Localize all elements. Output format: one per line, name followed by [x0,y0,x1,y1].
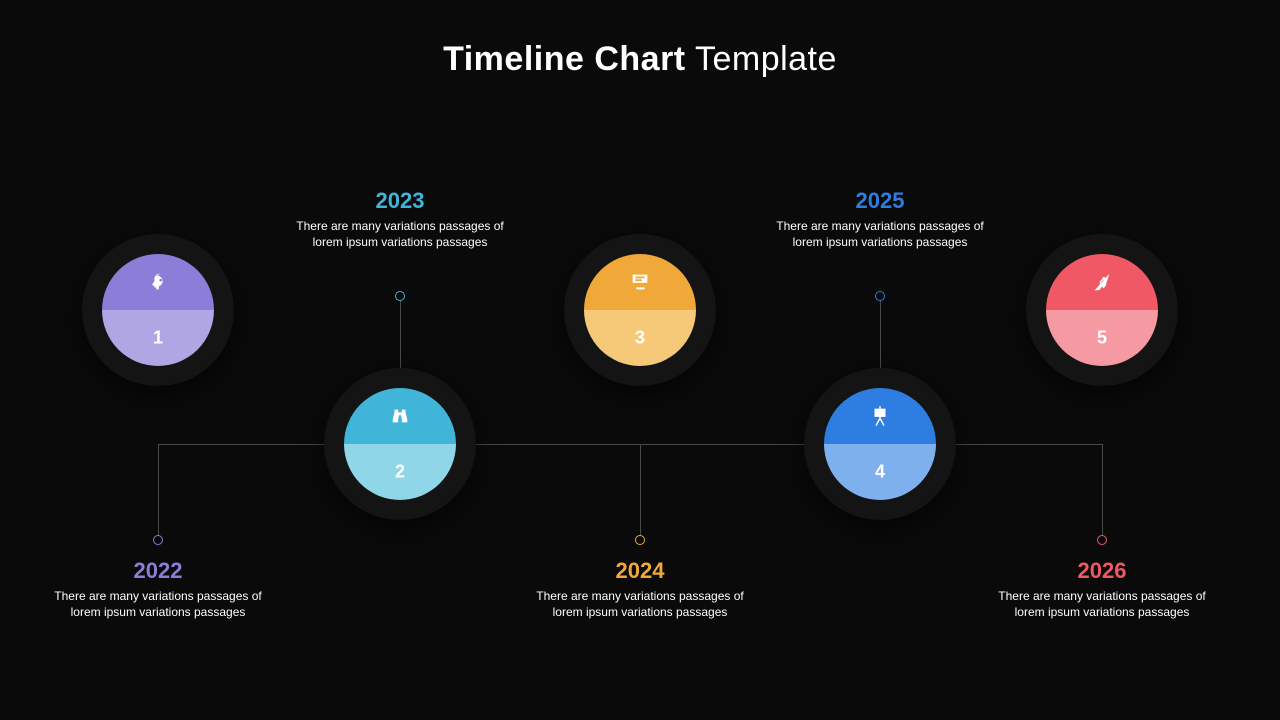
milestone-number: 2 [395,462,405,483]
milestone-number: 1 [153,328,163,349]
milestone-year: 2022 [48,558,268,584]
milestone-desc: There are many variations passages of lo… [530,588,750,620]
presentation-icon [629,271,651,293]
milestone-desc: There are many variations passages of lo… [992,588,1212,620]
connector-dot [875,291,885,301]
milestone-year: 2026 [992,558,1212,584]
milestone-number: 5 [1097,328,1107,349]
milestone-text: 2022 There are many variations passages … [48,558,268,620]
milestone-text: 2025 There are many variations passages … [770,188,990,250]
milestone-disc: 2 [344,388,456,500]
head-icon [147,271,169,293]
binoculars-icon [389,405,411,427]
milestone-text: 2026 There are many variations passages … [992,558,1212,620]
milestone-year: 2025 [770,188,990,214]
milestone-year: 2023 [290,188,510,214]
milestone-desc: There are many variations passages of lo… [290,218,510,250]
easel-icon [869,405,891,427]
connector-line [640,444,641,540]
milestone-desc: There are many variations passages of lo… [770,218,990,250]
connector-dot [153,535,163,545]
connector-dot [635,535,645,545]
climber-icon [1091,271,1113,293]
timeline-axis [158,444,1102,445]
milestone-text: 2024 There are many variations passages … [530,558,750,620]
milestone-disc: 5 [1046,254,1158,366]
connector-line [1102,444,1103,540]
timeline-stage: 1 2022 There are many variations passage… [0,0,1280,720]
milestone-number: 4 [875,462,885,483]
milestone-disc: 4 [824,388,936,500]
connector-dot [395,291,405,301]
milestone-number: 3 [635,328,645,349]
milestone-disc: 3 [584,254,696,366]
connector-dot [1097,535,1107,545]
milestone-year: 2024 [530,558,750,584]
milestone-disc: 1 [102,254,214,366]
milestone-desc: There are many variations passages of lo… [48,588,268,620]
milestone-text: 2023 There are many variations passages … [290,188,510,250]
connector-line [158,444,159,540]
